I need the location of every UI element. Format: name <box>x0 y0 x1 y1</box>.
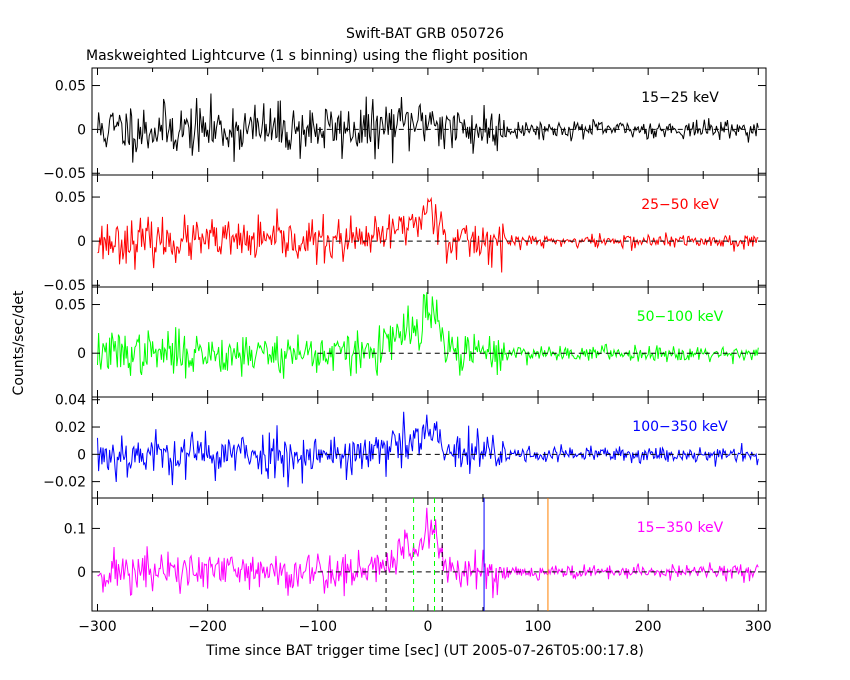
y-tick-label: 0.04 <box>55 393 86 409</box>
x-tick-label: 200 <box>635 619 662 635</box>
band-label: 100−350 keV <box>632 419 728 435</box>
x-axis-label: Time since BAT trigger time [sec] (UT 20… <box>205 643 644 659</box>
lightcurve-series <box>97 93 759 164</box>
band-label: 15−350 keV <box>637 520 724 536</box>
y-tick-label: 0.05 <box>55 79 86 95</box>
panel-15-25-kev: 0.05 0 −0.05 15−25 keV <box>43 67 767 182</box>
y-tick-label: 0 <box>77 234 86 250</box>
y-tick-label: −0.02 <box>43 475 86 491</box>
y-tick-label: 0 <box>77 122 86 138</box>
x-tick-label: −300 <box>78 619 116 635</box>
y-tick-label: 0 <box>77 565 86 581</box>
x-tick-label: 0 <box>423 619 432 635</box>
y-axis-label: Counts/sec/det <box>11 290 27 395</box>
x-tick-label: −100 <box>299 619 337 635</box>
panel-frame <box>91 286 767 398</box>
y-tick-label: 0 <box>77 346 86 362</box>
lightcurve-series <box>97 507 759 599</box>
panel-50-100-kev: 0.05 0 50−100 keV <box>55 286 767 398</box>
y-tick-label: 0 <box>77 447 86 463</box>
lightcurve-series <box>97 292 759 379</box>
panel-frame <box>91 497 767 612</box>
lightcurve-series <box>97 411 759 488</box>
y-tick-label: 0.1 <box>64 521 86 537</box>
panel-25-50-kev: 0.05 0 −0.05 25−50 keV <box>43 174 767 294</box>
lightcurve-series <box>97 196 759 273</box>
y-tick-label: 0.05 <box>55 190 86 206</box>
x-tick-label: 100 <box>525 619 552 635</box>
band-label: 50−100 keV <box>637 309 724 325</box>
x-tick-label: −200 <box>188 619 226 635</box>
x-tick-label: 300 <box>745 619 772 635</box>
band-label: 15−25 keV <box>641 90 719 106</box>
y-tick-label: 0.05 <box>55 298 86 314</box>
band-label: 25−50 keV <box>641 197 719 213</box>
chart-title: Swift-BAT GRB 050726 <box>346 26 504 42</box>
y-tick-label: −0.05 <box>43 278 86 294</box>
panel-100-350-kev: 0.04 0.02 0 −0.02 100−350 keV <box>43 393 767 499</box>
chart-subtitle: Maskweighted Lightcurve (1 s binning) us… <box>86 48 528 64</box>
y-tick-label: −0.05 <box>43 166 86 182</box>
panel-15-350-kev: 0.1 0 15−350 keV −300 −200 −100 0 100 200 300 <box>64 497 772 635</box>
y-tick-label: 0.02 <box>55 420 86 436</box>
